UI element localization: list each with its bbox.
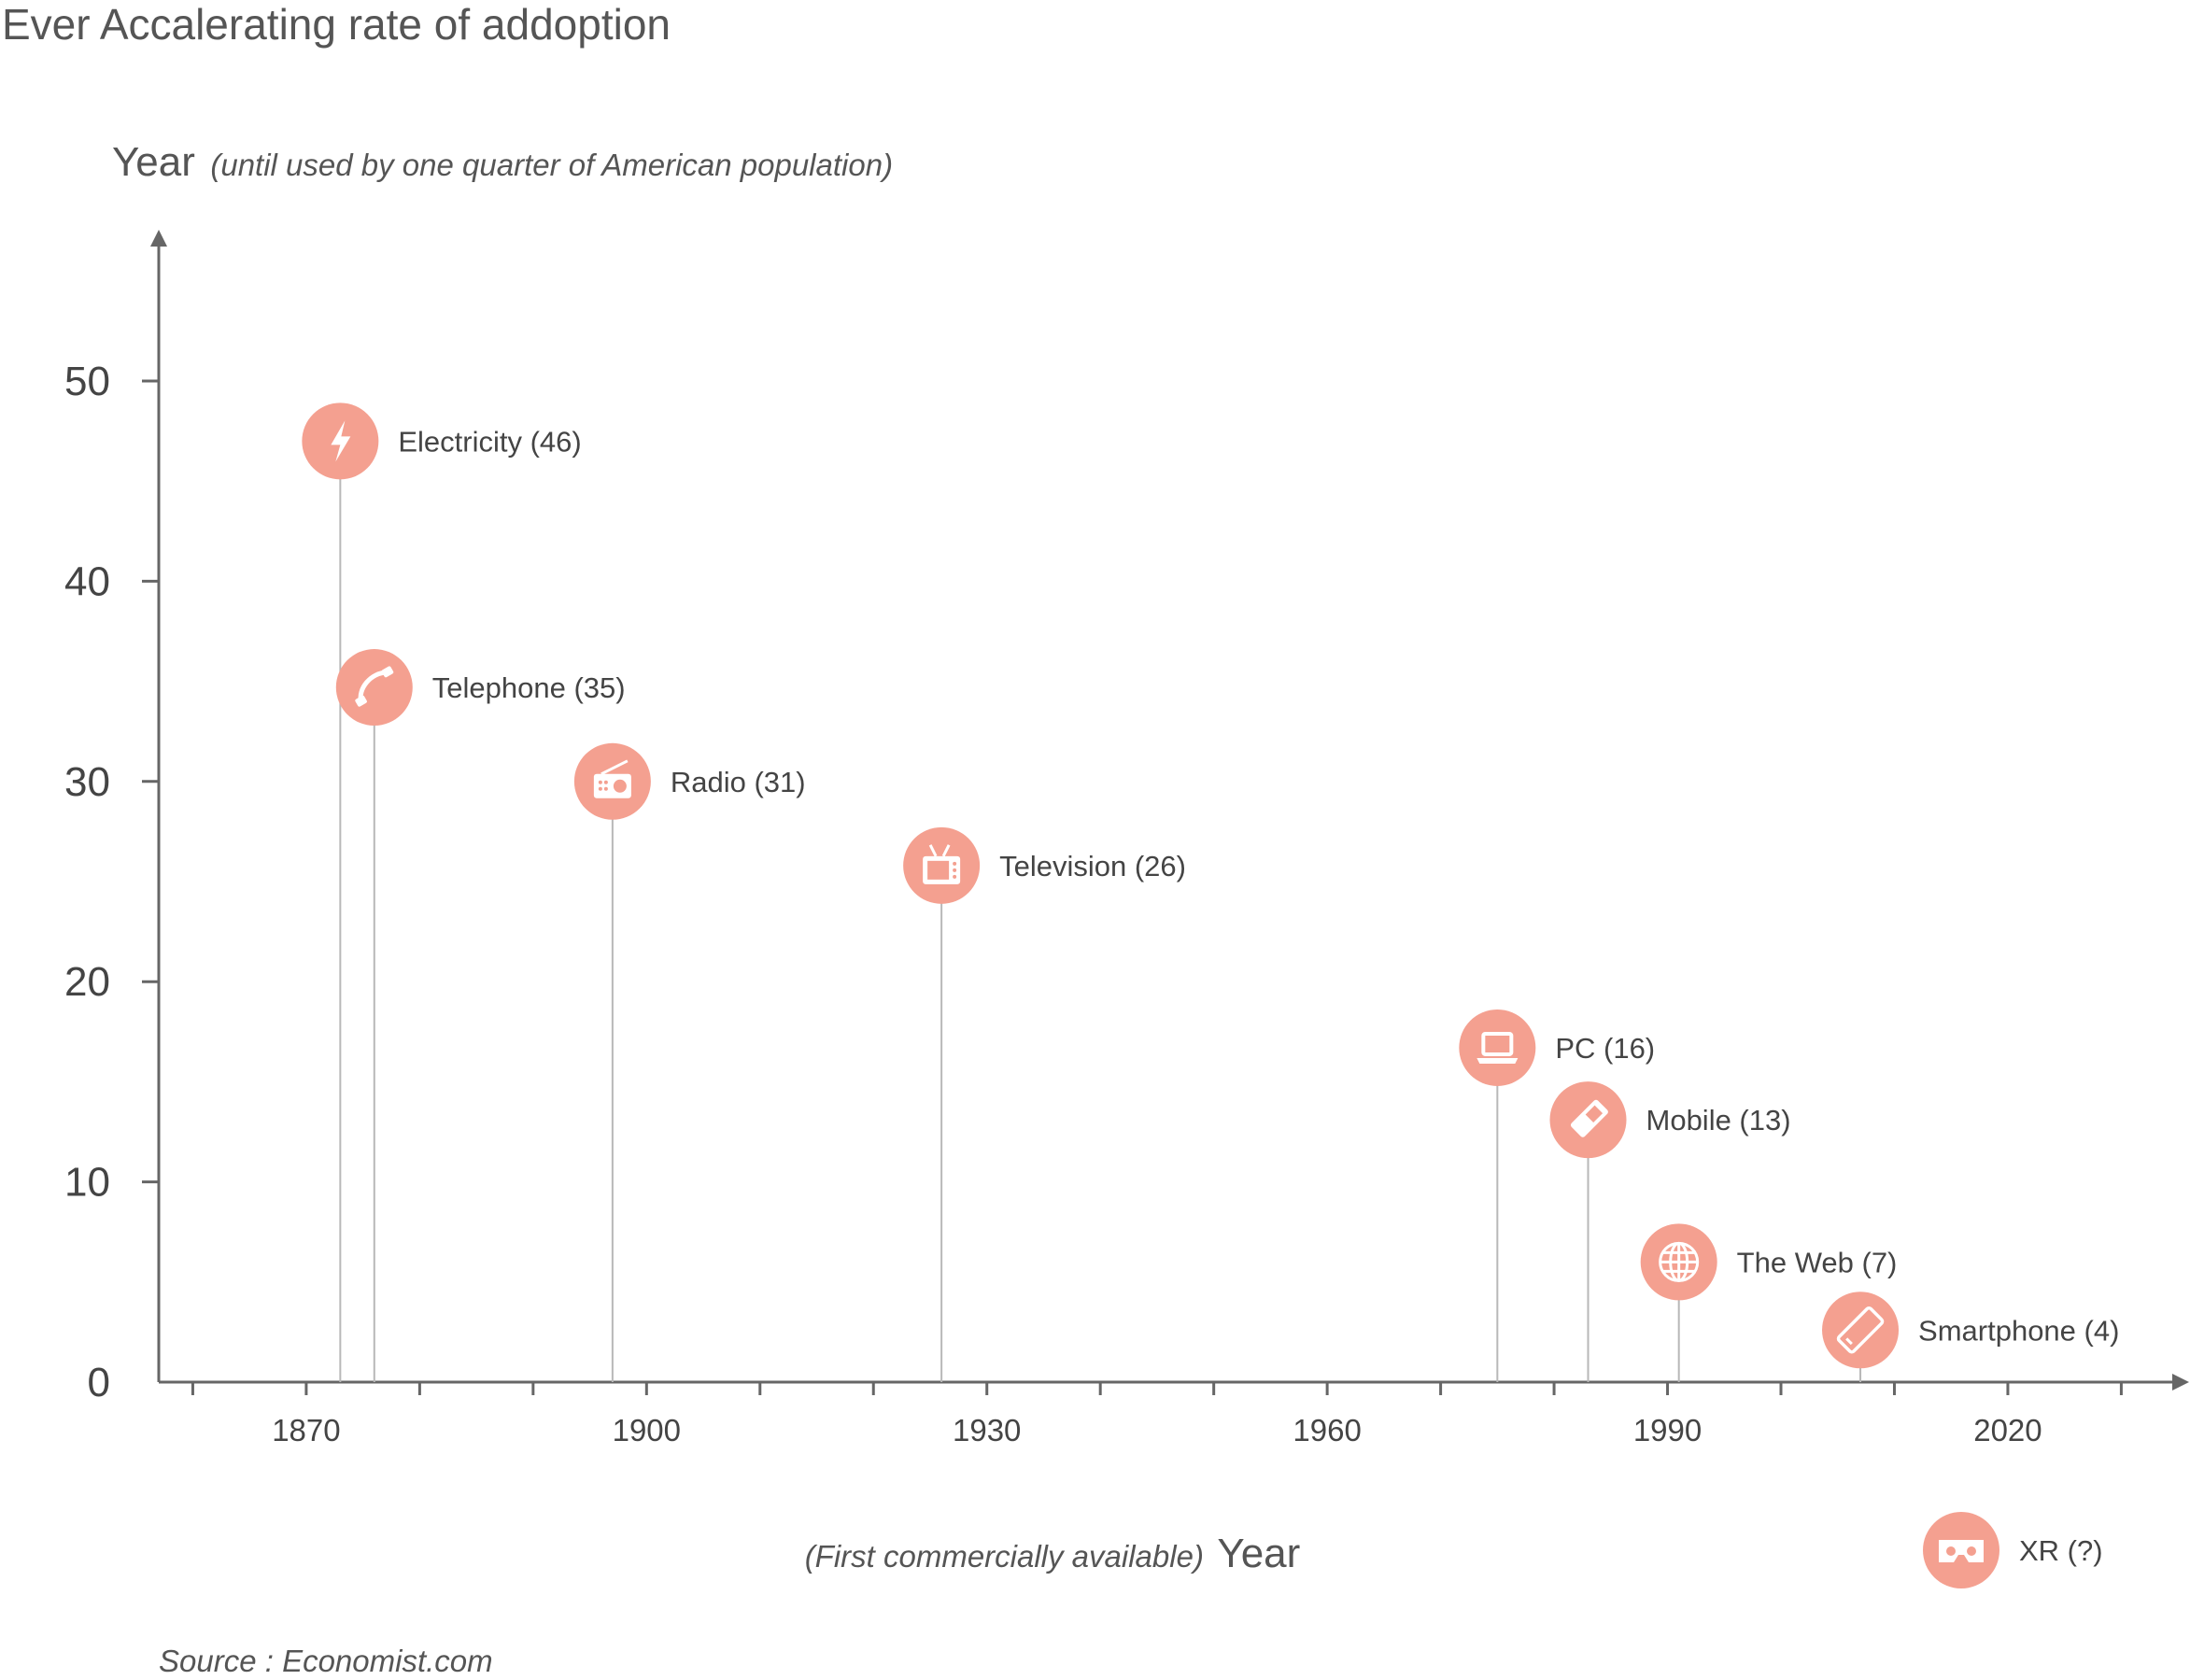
- data-point: Telephone (35): [335, 649, 626, 1382]
- radio-icon: [593, 759, 631, 798]
- globe-icon: [1659, 1241, 1700, 1282]
- x-tick-label: 1930: [953, 1413, 1021, 1447]
- point-label: Television (26): [999, 850, 1186, 882]
- point-marker: [335, 649, 413, 727]
- point-label: Mobile (13): [1646, 1104, 1791, 1136]
- y-axis-arrow: [150, 230, 167, 247]
- data-point: Television (26): [903, 826, 1186, 1382]
- x-axis-label: (First commercially available) Year: [805, 1531, 1301, 1576]
- axes: [150, 230, 2189, 1391]
- data-point: Mobile (13): [1549, 1081, 1791, 1382]
- point-label: Electricity (46): [398, 425, 581, 458]
- y-tick-label: 30: [64, 759, 110, 805]
- laptop-icon: [1476, 1031, 1519, 1064]
- chart-title: Ever Accalerating rate of addoption: [2, 0, 671, 49]
- smartphone-icon: [1836, 1306, 1885, 1354]
- data-point: PC (16): [1459, 1009, 1655, 1382]
- point-label: XR (?): [2019, 1534, 2103, 1567]
- data-point: Electricity (46): [302, 402, 582, 1382]
- x-axis-arrow: [2172, 1374, 2189, 1391]
- point-label: The Web (7): [1737, 1246, 1898, 1278]
- data-point: Smartphone (4): [1822, 1292, 2119, 1382]
- y-ticks: 0 10 20 30 40 50: [64, 359, 159, 1405]
- data-point: The Web (7): [1640, 1223, 1898, 1382]
- y-tick-label: 20: [64, 959, 110, 1005]
- x-ticks: 1870 1900 1930 1960 1990 2020: [191, 1382, 2123, 1447]
- x-axis-label-note: (First commercially available): [805, 1539, 1204, 1574]
- y-axis-label: Year (until used by one quarter of Ameri…: [112, 139, 893, 185]
- y-axis-label-main: Year: [112, 139, 195, 185]
- y-tick-label: 50: [64, 359, 110, 404]
- point-label: Telephone (35): [432, 671, 626, 704]
- point-marker: [1459, 1009, 1536, 1086]
- telephone-icon: [355, 666, 394, 707]
- y-tick-label: 0: [88, 1360, 110, 1405]
- y-axis-label-note: (until used by one quarter of American p…: [210, 148, 893, 182]
- x-tick-label: 1990: [1633, 1413, 1702, 1447]
- lightning-bolt-icon: [331, 420, 351, 462]
- point-label: Radio (31): [671, 766, 806, 798]
- x-axis-label-main: Year: [1217, 1531, 1300, 1576]
- x-tick-label: 1900: [613, 1413, 681, 1447]
- data-point: Radio (31): [573, 742, 806, 1382]
- xr-point: XR (?): [1923, 1512, 2103, 1588]
- television-icon: [923, 844, 961, 884]
- source-note: Source : Economist.com: [159, 1644, 493, 1678]
- y-tick-label: 40: [64, 558, 110, 604]
- mobile-phone-icon: [1570, 1099, 1608, 1137]
- point-marker: [1822, 1292, 1900, 1369]
- x-tick-label: 2020: [1973, 1413, 2042, 1447]
- point-label: PC (16): [1555, 1032, 1655, 1065]
- data-points: Electricity (46) Telephone (35) Radio (31)…: [302, 402, 2119, 1382]
- x-tick-label: 1870: [272, 1413, 340, 1447]
- vr-headset-icon: [1939, 1540, 1984, 1562]
- y-tick-label: 10: [64, 1160, 110, 1206]
- point-label: Smartphone (4): [1918, 1314, 2119, 1347]
- x-tick-label: 1960: [1293, 1413, 1361, 1447]
